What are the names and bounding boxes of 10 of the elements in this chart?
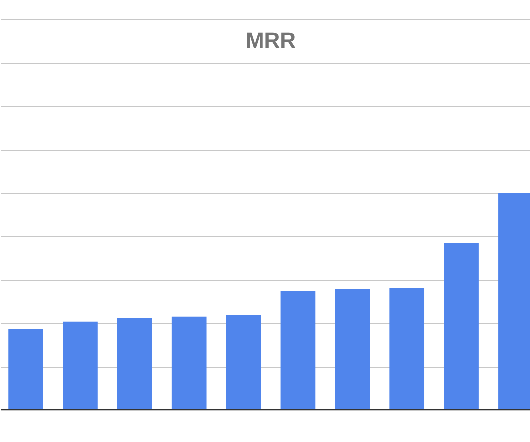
bar — [117, 318, 152, 410]
bar — [63, 322, 98, 410]
bar — [444, 242, 479, 410]
chart-title: MRR — [246, 28, 296, 53]
bar — [226, 314, 262, 410]
bar — [172, 316, 207, 410]
bar — [390, 288, 425, 410]
bar — [8, 329, 44, 410]
bar — [335, 288, 370, 410]
bar — [280, 291, 316, 410]
